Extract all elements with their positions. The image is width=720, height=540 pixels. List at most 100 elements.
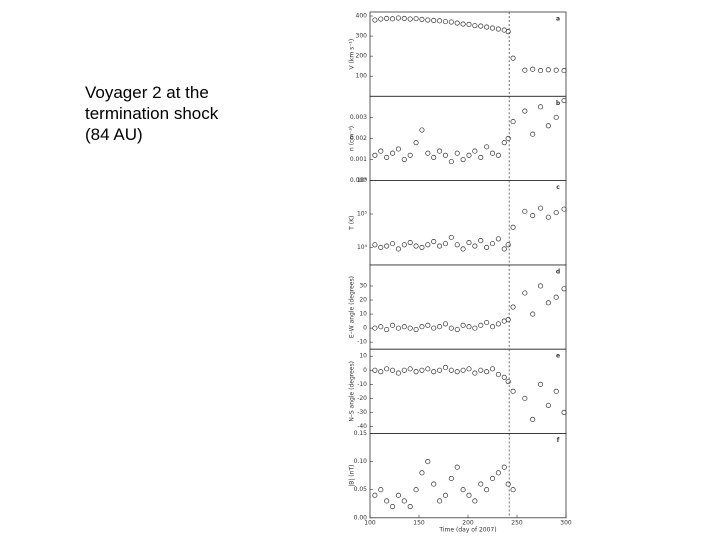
data-point — [466, 492, 472, 498]
data-point — [372, 367, 378, 373]
data-point — [530, 416, 536, 423]
y-axis-label: n (cm⁻³) — [349, 126, 356, 151]
data-point — [484, 144, 490, 150]
caption-line: termination shock — [85, 104, 219, 123]
data-point — [372, 242, 378, 248]
data-point — [545, 214, 551, 220]
data-point — [501, 374, 507, 380]
y-tick-label: 0 — [363, 325, 367, 332]
data-point — [537, 68, 544, 74]
data-point — [442, 19, 449, 25]
data-point — [501, 464, 507, 470]
data-point — [501, 140, 507, 146]
data-point — [454, 150, 460, 156]
data-point — [442, 321, 449, 327]
data-point — [413, 487, 419, 493]
y-tick-label: 0.05 — [354, 486, 368, 493]
data-point — [505, 317, 511, 323]
y-tick-label: 10 — [359, 311, 367, 318]
data-point — [530, 212, 536, 219]
data-point — [561, 286, 567, 292]
y-tick-label: 0.10 — [354, 458, 368, 465]
panel-label: a — [556, 16, 560, 23]
panel-frame — [369, 433, 567, 519]
x-tick-label: 200 — [462, 519, 474, 526]
data-point — [395, 325, 401, 331]
data-point — [384, 326, 390, 333]
y-tick-label: -20 — [357, 395, 367, 402]
data-point — [460, 21, 466, 27]
data-point — [431, 238, 437, 245]
data-point — [510, 224, 516, 230]
data-point — [505, 481, 511, 487]
data-point — [401, 324, 407, 330]
y-tick-label: 10⁴ — [357, 244, 368, 251]
data-point — [413, 16, 419, 22]
data-point — [466, 21, 472, 27]
data-point — [378, 487, 384, 493]
panel-frame — [369, 11, 567, 97]
y-tick-label: 30 — [359, 282, 367, 289]
data-point — [489, 150, 496, 156]
data-point — [505, 29, 511, 35]
data-point — [522, 67, 528, 73]
data-point — [553, 67, 559, 73]
data-point — [401, 242, 407, 248]
data-point — [505, 242, 511, 248]
data-point — [448, 325, 454, 331]
data-point — [448, 475, 454, 482]
data-point — [537, 381, 544, 387]
data-point — [378, 16, 384, 22]
data-point — [553, 294, 559, 300]
data-point — [431, 325, 437, 331]
data-point — [389, 367, 396, 373]
data-point — [561, 68, 567, 74]
data-point — [384, 366, 390, 372]
data-point — [478, 322, 484, 328]
data-point — [401, 367, 407, 373]
data-point — [501, 246, 507, 252]
data-point — [495, 26, 501, 32]
data-point — [413, 140, 419, 146]
data-point — [472, 325, 478, 331]
data-point — [442, 364, 449, 371]
data-point — [522, 108, 528, 114]
data-point — [407, 325, 413, 331]
data-point — [413, 243, 419, 249]
data-point — [561, 206, 567, 212]
data-point — [466, 366, 472, 372]
data-point — [460, 322, 466, 328]
data-point — [495, 152, 501, 158]
y-tick-label: 0.003 — [350, 114, 367, 121]
data-point — [472, 370, 478, 376]
data-point — [448, 19, 454, 25]
data-point — [425, 150, 431, 156]
data-point — [407, 504, 413, 510]
data-point — [395, 146, 401, 152]
data-point — [425, 366, 431, 372]
y-tick-label: 0.15 — [354, 430, 368, 437]
data-point — [384, 15, 390, 21]
y-tick-label: 10 — [359, 353, 367, 360]
data-point — [395, 370, 401, 376]
y-tick-label: 0.000 — [350, 177, 367, 184]
panel-frame — [369, 180, 567, 266]
data-point — [466, 324, 472, 330]
data-point — [472, 23, 478, 29]
data-point — [472, 243, 478, 249]
data-point — [413, 369, 419, 375]
data-point — [378, 369, 384, 375]
data-point — [384, 498, 390, 504]
data-point — [454, 326, 460, 333]
data-point — [472, 498, 478, 504]
y-tick-label: 0.002 — [350, 135, 367, 142]
data-point — [454, 369, 460, 375]
y-tick-label: -30 — [357, 409, 367, 416]
data-point — [384, 243, 390, 249]
data-point — [478, 23, 484, 29]
data-point — [505, 135, 511, 142]
data-point — [425, 322, 431, 328]
data-point — [522, 208, 528, 214]
data-point — [419, 367, 425, 373]
data-point — [372, 325, 378, 331]
